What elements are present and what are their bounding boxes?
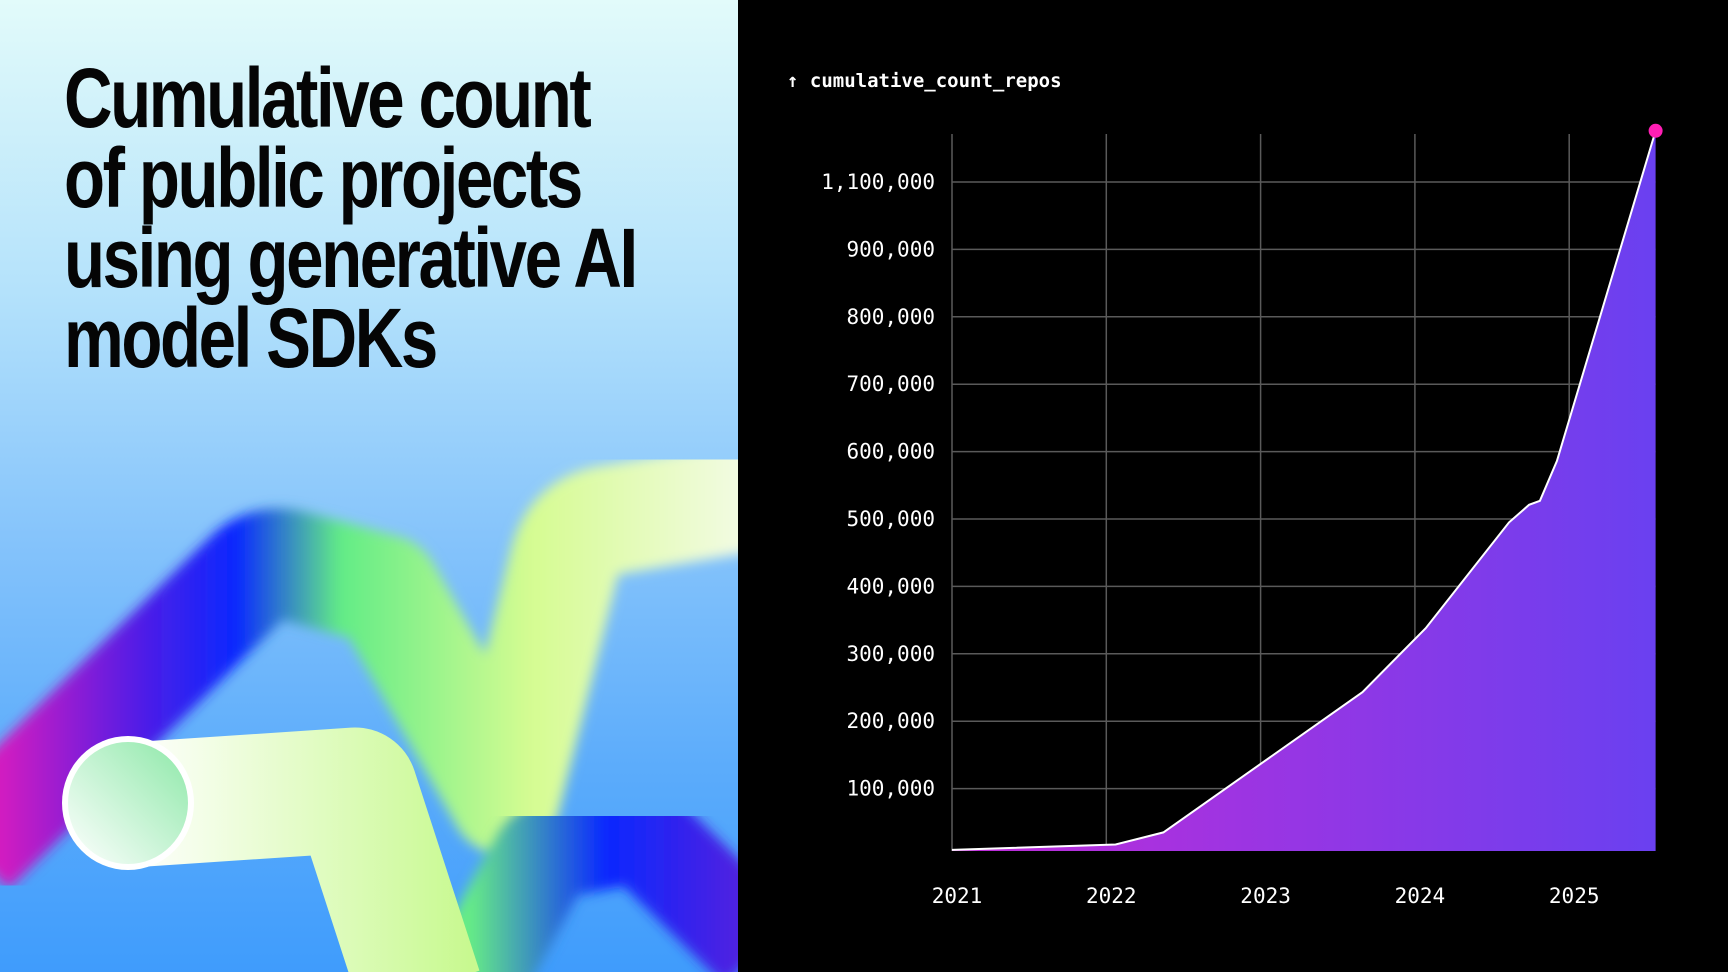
y-tick-label: 1,100,000 <box>821 170 935 194</box>
title-line: model SDKs <box>64 291 438 385</box>
y-tick-label: 900,000 <box>846 237 935 261</box>
y-tick-label: 500,000 <box>846 507 935 531</box>
y-tick-label: 800,000 <box>846 305 935 329</box>
endpoint-marker <box>1648 123 1663 138</box>
y-tick-label: 600,000 <box>846 440 935 464</box>
y-axis-label: ↑ cumulative_count_repos <box>787 70 1062 92</box>
title-line: of public projects <box>64 131 583 225</box>
area-fill <box>952 130 1656 852</box>
title-panel: Cumulative count of public projects usin… <box>0 0 738 972</box>
x-tick-label: 2025 <box>1549 884 1600 908</box>
y-tick-label: 100,000 <box>846 777 935 801</box>
x-tick-label: 2023 <box>1240 884 1291 908</box>
page-title: Cumulative count of public projects usin… <box>64 51 738 385</box>
y-tick-label: 300,000 <box>846 642 935 666</box>
x-tick-label: 2021 <box>932 884 983 908</box>
title-line: Cumulative count <box>64 51 592 145</box>
y-tick-label: 200,000 <box>846 709 935 733</box>
decorative-ribbon-illustration <box>0 442 738 972</box>
x-tick-label: 2022 <box>1086 884 1137 908</box>
y-tick-label: 400,000 <box>846 574 935 598</box>
y-tick-label: 700,000 <box>846 372 935 396</box>
x-tick-label: 2024 <box>1395 884 1446 908</box>
series-line <box>951 130 1657 851</box>
title-line: using generative AI <box>64 211 638 305</box>
